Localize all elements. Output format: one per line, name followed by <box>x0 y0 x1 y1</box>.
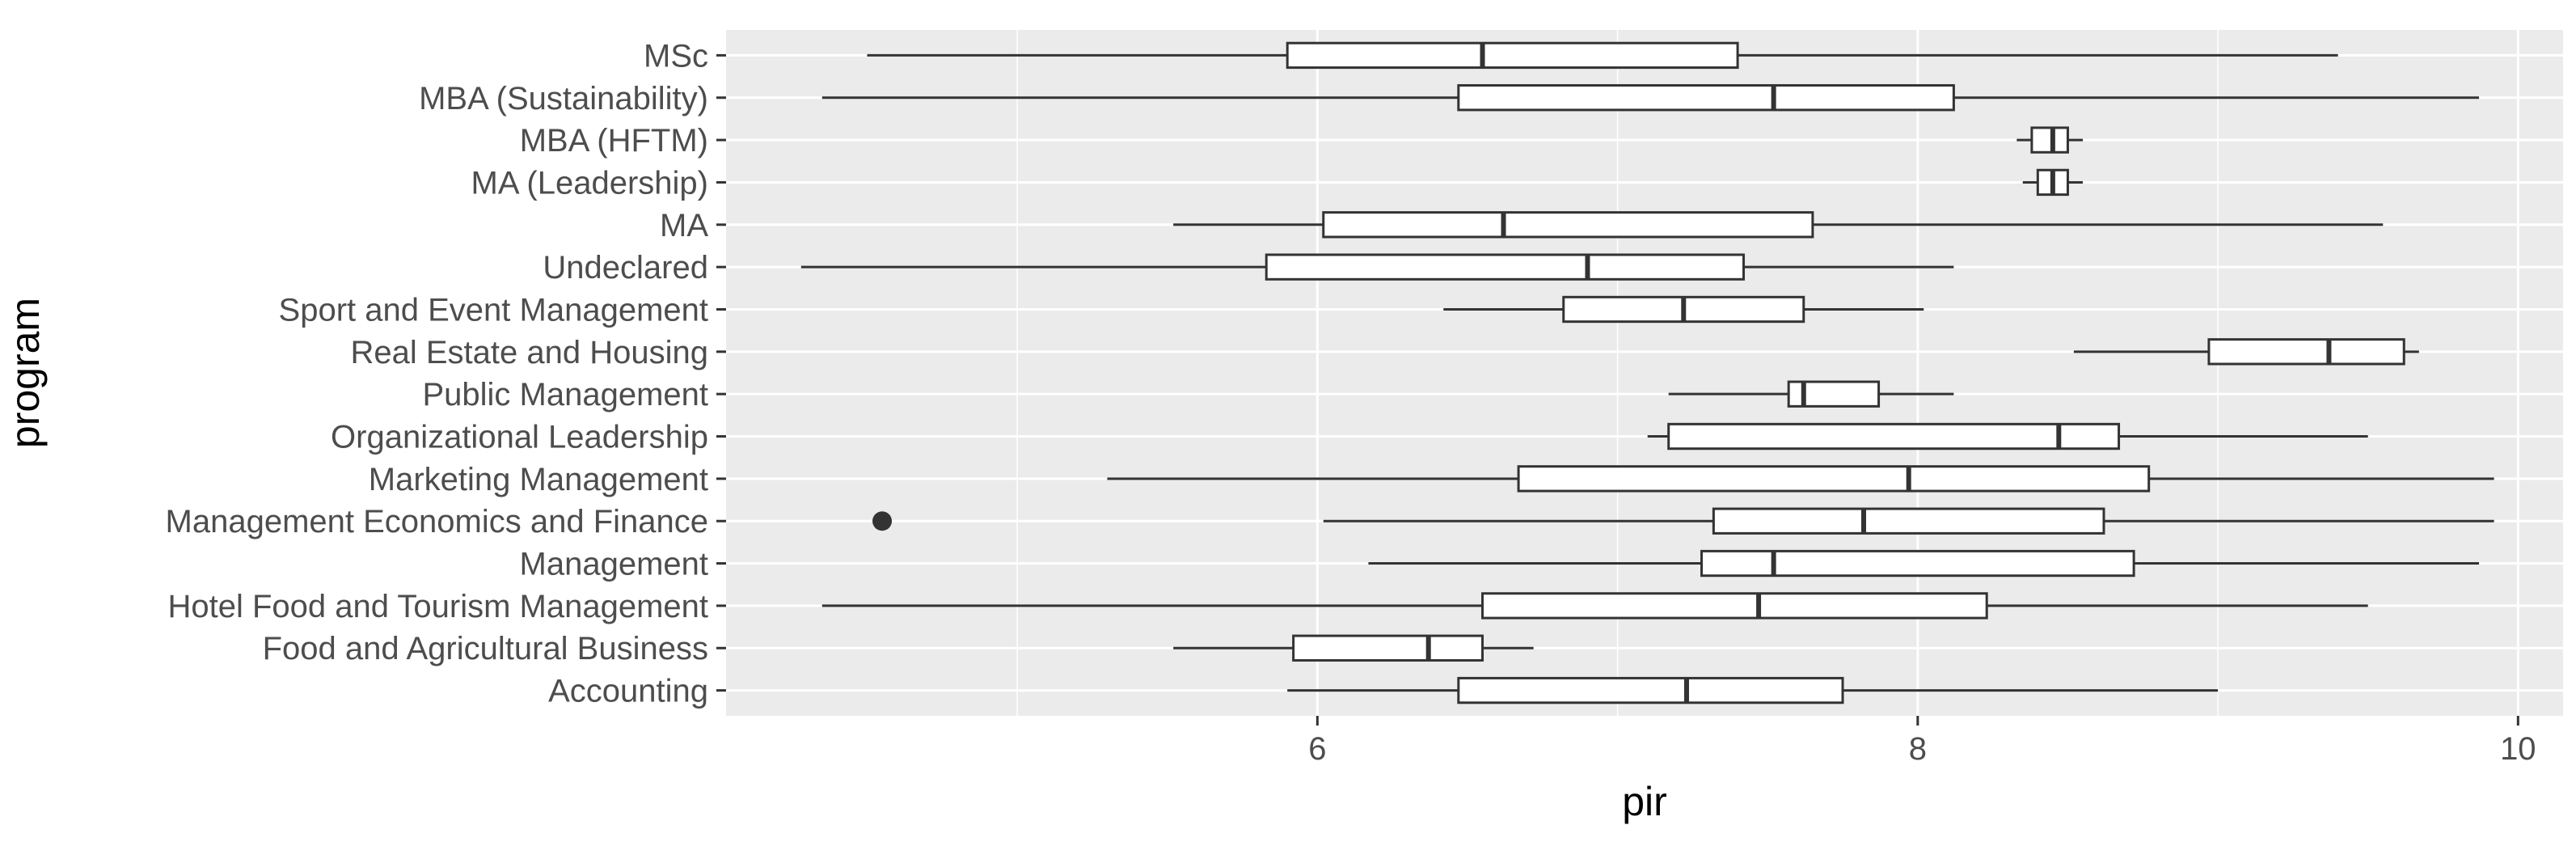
y-tick-label: MA (Leadership) <box>471 165 708 201</box>
x-axis-title: pir <box>1622 779 1667 824</box>
box-iqr <box>1265 253 1746 281</box>
y-tick-label: Organizational Leadership <box>331 420 708 455</box>
box-iqr <box>1517 465 2151 493</box>
y-tick-label: Accounting <box>548 674 708 709</box>
box-layer <box>800 41 2494 704</box>
y-tick-label: MBA (HFTM) <box>520 123 708 159</box>
box-iqr <box>2030 126 2069 154</box>
box-iqr <box>1481 592 1988 620</box>
box-ma-leadership <box>2022 168 2084 197</box>
box-iqr <box>1712 507 2105 535</box>
x-tick-label: 10 <box>2500 731 2536 767</box>
y-tick-label: Marketing Management <box>369 462 708 497</box>
box-iqr <box>1700 549 2135 578</box>
y-tick-label: Real Estate and Housing <box>351 335 709 370</box>
y-tick-label: Undeclared <box>543 250 708 286</box>
box-management-economics-and-finance <box>872 507 2494 535</box>
y-tick-label: MA <box>660 208 708 243</box>
box-sport-and-event-management <box>1443 295 1924 324</box>
box-management <box>1368 549 2480 578</box>
box-mba-hftm <box>2016 126 2084 154</box>
y-axis: Accounting Food and Agricultural Business… <box>166 38 726 709</box>
y-tick-label: Hotel Food and Tourism Management <box>167 589 708 624</box>
y-tick-label: Public Management <box>422 377 708 413</box>
box-ma <box>1173 211 2384 239</box>
y-tick-label: Sport and Event Management <box>279 292 708 328</box>
box-marketing-management <box>1107 465 2494 493</box>
box-food-and-agricultural-business <box>1173 634 1534 662</box>
y-tick-label: Management Economics and Finance <box>166 504 708 539</box>
box-iqr <box>1322 211 1814 239</box>
y-tick-label: MSc <box>644 38 708 74</box>
x-tick-label: 8 <box>1909 731 1927 767</box>
box-accounting <box>1287 676 2219 704</box>
box-organizational-leadership <box>1647 422 2368 451</box>
box-mba-sustainability <box>821 84 2480 112</box>
y-tick-label: MBA (Sustainability) <box>419 81 708 116</box>
y-axis-title: program <box>2 298 48 448</box>
box-public-management <box>1668 380 1954 408</box>
x-tick-label: 6 <box>1308 731 1326 767</box>
box-iqr <box>1667 422 2121 451</box>
y-tick-label: Food and Agricultural Business <box>263 631 708 666</box>
x-axis: 6 8 10 <box>1308 716 2536 767</box>
box-iqr <box>2207 338 2405 366</box>
box-iqr <box>1292 634 1484 662</box>
box-iqr <box>1457 84 1955 112</box>
box-msc <box>867 41 2338 70</box>
outlier-point <box>872 511 893 531</box>
box-hotel-food-and-tourism-management <box>821 592 2368 620</box>
box-iqr <box>1457 676 1844 704</box>
y-tick-label: Management <box>520 547 708 582</box>
box-iqr <box>1286 41 1739 70</box>
box-undeclared <box>800 253 1954 281</box>
box-real-estate-and-housing <box>2073 338 2419 366</box>
